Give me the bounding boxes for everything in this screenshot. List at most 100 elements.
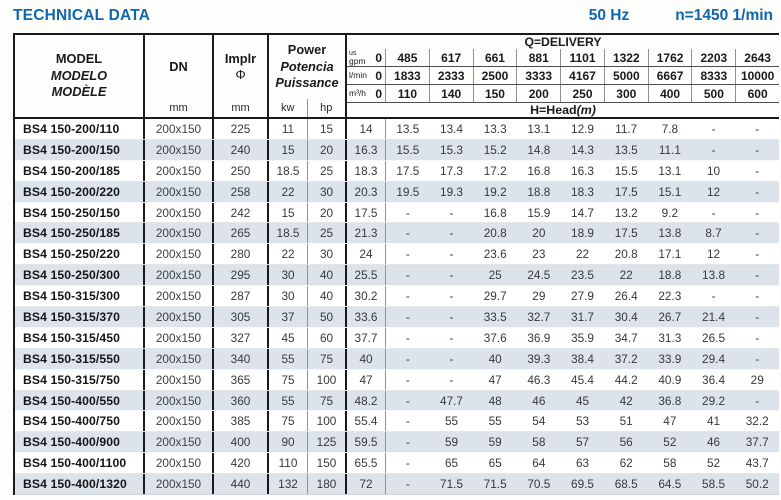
- head-value-cell: -: [449, 205, 454, 220]
- table-row: BS4 150-200/220 200x150 258 22 30 20.3 19.5 19.…: [15, 181, 779, 203]
- delivery-flow-value: 2203: [692, 49, 737, 66]
- kw-cell: 22: [269, 181, 308, 202]
- dn-cell: 200x150: [145, 411, 214, 432]
- head-value-cell: 33.6: [347, 307, 386, 327]
- head-value-cell: 34.7: [614, 330, 638, 345]
- head-value-cell: -: [755, 289, 760, 304]
- impeller-cell: 280: [214, 244, 269, 265]
- hp-cell: 20: [308, 202, 347, 223]
- head-value-cell: 48: [488, 393, 502, 408]
- kw-cell: 75: [269, 411, 308, 432]
- impeller-cell: 225: [214, 119, 269, 139]
- head-value-cell: -: [405, 414, 410, 429]
- head-value-cell: 37.7: [745, 435, 769, 450]
- model-cell: BS4 150-400/1320: [15, 474, 145, 495]
- table-row: BS4 150-400/750 200x150 385 75 100 55.4 - 55 55 5…: [15, 411, 779, 433]
- head-value-cell: 36.8: [658, 393, 682, 408]
- impeller-cell: 287: [214, 286, 269, 307]
- head-value-cell: 39.3: [527, 351, 551, 366]
- table-row: BS4 150-250/300 200x150 295 30 40 25.5 - - 25 24.…: [15, 265, 779, 287]
- head-value-cell: 30.2: [347, 286, 386, 307]
- head-value-cell: 33.5: [483, 309, 507, 324]
- head-value-cell: 47: [663, 414, 677, 429]
- head-value-cell: 14.8: [527, 142, 551, 157]
- model-cell: BS4 150-200/110: [15, 119, 145, 139]
- head-value-cell: 20.8: [483, 226, 507, 241]
- head-value-cell: 37.2: [614, 351, 638, 366]
- delivery-flow-value: 1833: [386, 67, 430, 84]
- head-value-cell: 24.5: [527, 268, 551, 283]
- model-cell: BS4 150-250/185: [15, 223, 145, 244]
- head-value-cell: 14.7: [571, 205, 594, 220]
- impeller-cell: 385: [214, 411, 269, 432]
- head-value-cell: 65: [488, 456, 502, 471]
- operating-conditions: 50 Hz n=1450 1/min: [589, 7, 775, 25]
- head-value-cell: 47: [488, 372, 502, 387]
- delivery-flow-value: 8333: [692, 67, 737, 84]
- head-value-cell: 13.8: [658, 226, 682, 241]
- kw-cell: 22: [269, 244, 308, 265]
- head-value-cell: 29.2: [702, 393, 726, 408]
- dn-cell: 200x150: [145, 390, 214, 411]
- table-row: BS4 150-250/220 200x150 280 22 30 24- -23.6 23 2…: [15, 244, 779, 266]
- head-value-cell: 23.6: [483, 247, 507, 262]
- hp-cell: 180: [308, 474, 347, 495]
- head-value-cell: 51: [619, 414, 633, 429]
- table-row: BS4 150-400/1100 200x150 420 110 150 65.5 - 65 6…: [15, 453, 779, 475]
- head-value-cell: 22.3: [658, 289, 682, 304]
- speed-label: n=1450 1/min: [675, 7, 773, 24]
- delivery-zero-value: 0: [375, 68, 382, 83]
- head-value-cell: 64.5: [658, 477, 682, 492]
- delivery-unit-name-main: m³/h: [349, 88, 366, 99]
- head-value-cell: -: [755, 226, 760, 241]
- head-value-cell: -: [449, 247, 454, 262]
- hp-cell: 40: [308, 265, 347, 286]
- table-row: BS4 150-400/550 200x150 360 55 75 48.2 - 47.7 48…: [15, 390, 779, 412]
- delivery-flow-value: 110: [386, 85, 430, 102]
- head-value-cell: 31.7: [571, 309, 594, 324]
- head-value-cell: 13.1: [658, 163, 682, 178]
- delivery-flow-value: 140: [430, 85, 474, 102]
- delivery-flow-value: 500: [692, 85, 737, 102]
- head-value-cell: 13.1: [527, 121, 551, 136]
- head-value-cell: -: [405, 205, 410, 220]
- impeller-cell: 360: [214, 390, 269, 411]
- head-value-cell: 21.4: [702, 309, 726, 324]
- page-header: TECHNICAL DATA 50 Hz n=1450 1/min: [0, 0, 781, 29]
- head-value-cell: 46: [706, 435, 721, 450]
- head-value-cell: 14: [347, 119, 386, 139]
- head-value-cell: 40: [488, 351, 502, 366]
- head-value-cell: -: [755, 268, 760, 283]
- model-cell: BS4 150-400/750: [15, 411, 145, 432]
- kw-cell: 110: [269, 453, 308, 474]
- hp-cell: 75: [308, 390, 347, 411]
- head-value-cell: -: [405, 330, 410, 345]
- hp-cell: 60: [308, 327, 347, 348]
- delivery-flow-value: 485: [386, 49, 430, 66]
- delivery-flow-value: 10000: [740, 68, 775, 83]
- head-value-cell: 27.9: [571, 289, 594, 304]
- hp-cell: 30: [308, 181, 347, 202]
- model-cell: BS4 150-400/900: [15, 432, 145, 453]
- table-header: MODEL MODELO MODÈLE DN mm Implr Φ mm: [15, 35, 779, 119]
- head-value-cell: -: [449, 268, 454, 283]
- hp-cell: 150: [308, 453, 347, 474]
- model-cell: BS4 150-315/450: [15, 327, 145, 348]
- dn-cell: 200x150: [145, 223, 214, 244]
- kw-cell: 30: [269, 286, 308, 307]
- head-value-cell: -: [405, 268, 410, 283]
- head-value-cell: 26.4: [614, 289, 638, 304]
- head-value-cell: 62: [619, 456, 633, 471]
- hp-cell: 15: [308, 119, 347, 139]
- impeller-cell: 295: [214, 265, 269, 286]
- head-value-cell: 13.5: [396, 121, 420, 136]
- head-value-cell: 47.7: [440, 393, 463, 408]
- head-value-cell: 29: [750, 372, 764, 387]
- impeller-unit: mm: [231, 102, 250, 114]
- head-value-cell: 57: [575, 435, 590, 450]
- dn-cell: 200x150: [145, 181, 214, 202]
- hp-cell: 100: [308, 369, 347, 390]
- delivery-unit-name-main: gpm: [349, 55, 366, 66]
- model-cell: BS4 150-315/300: [15, 286, 145, 307]
- impeller-cell: 265: [214, 223, 269, 244]
